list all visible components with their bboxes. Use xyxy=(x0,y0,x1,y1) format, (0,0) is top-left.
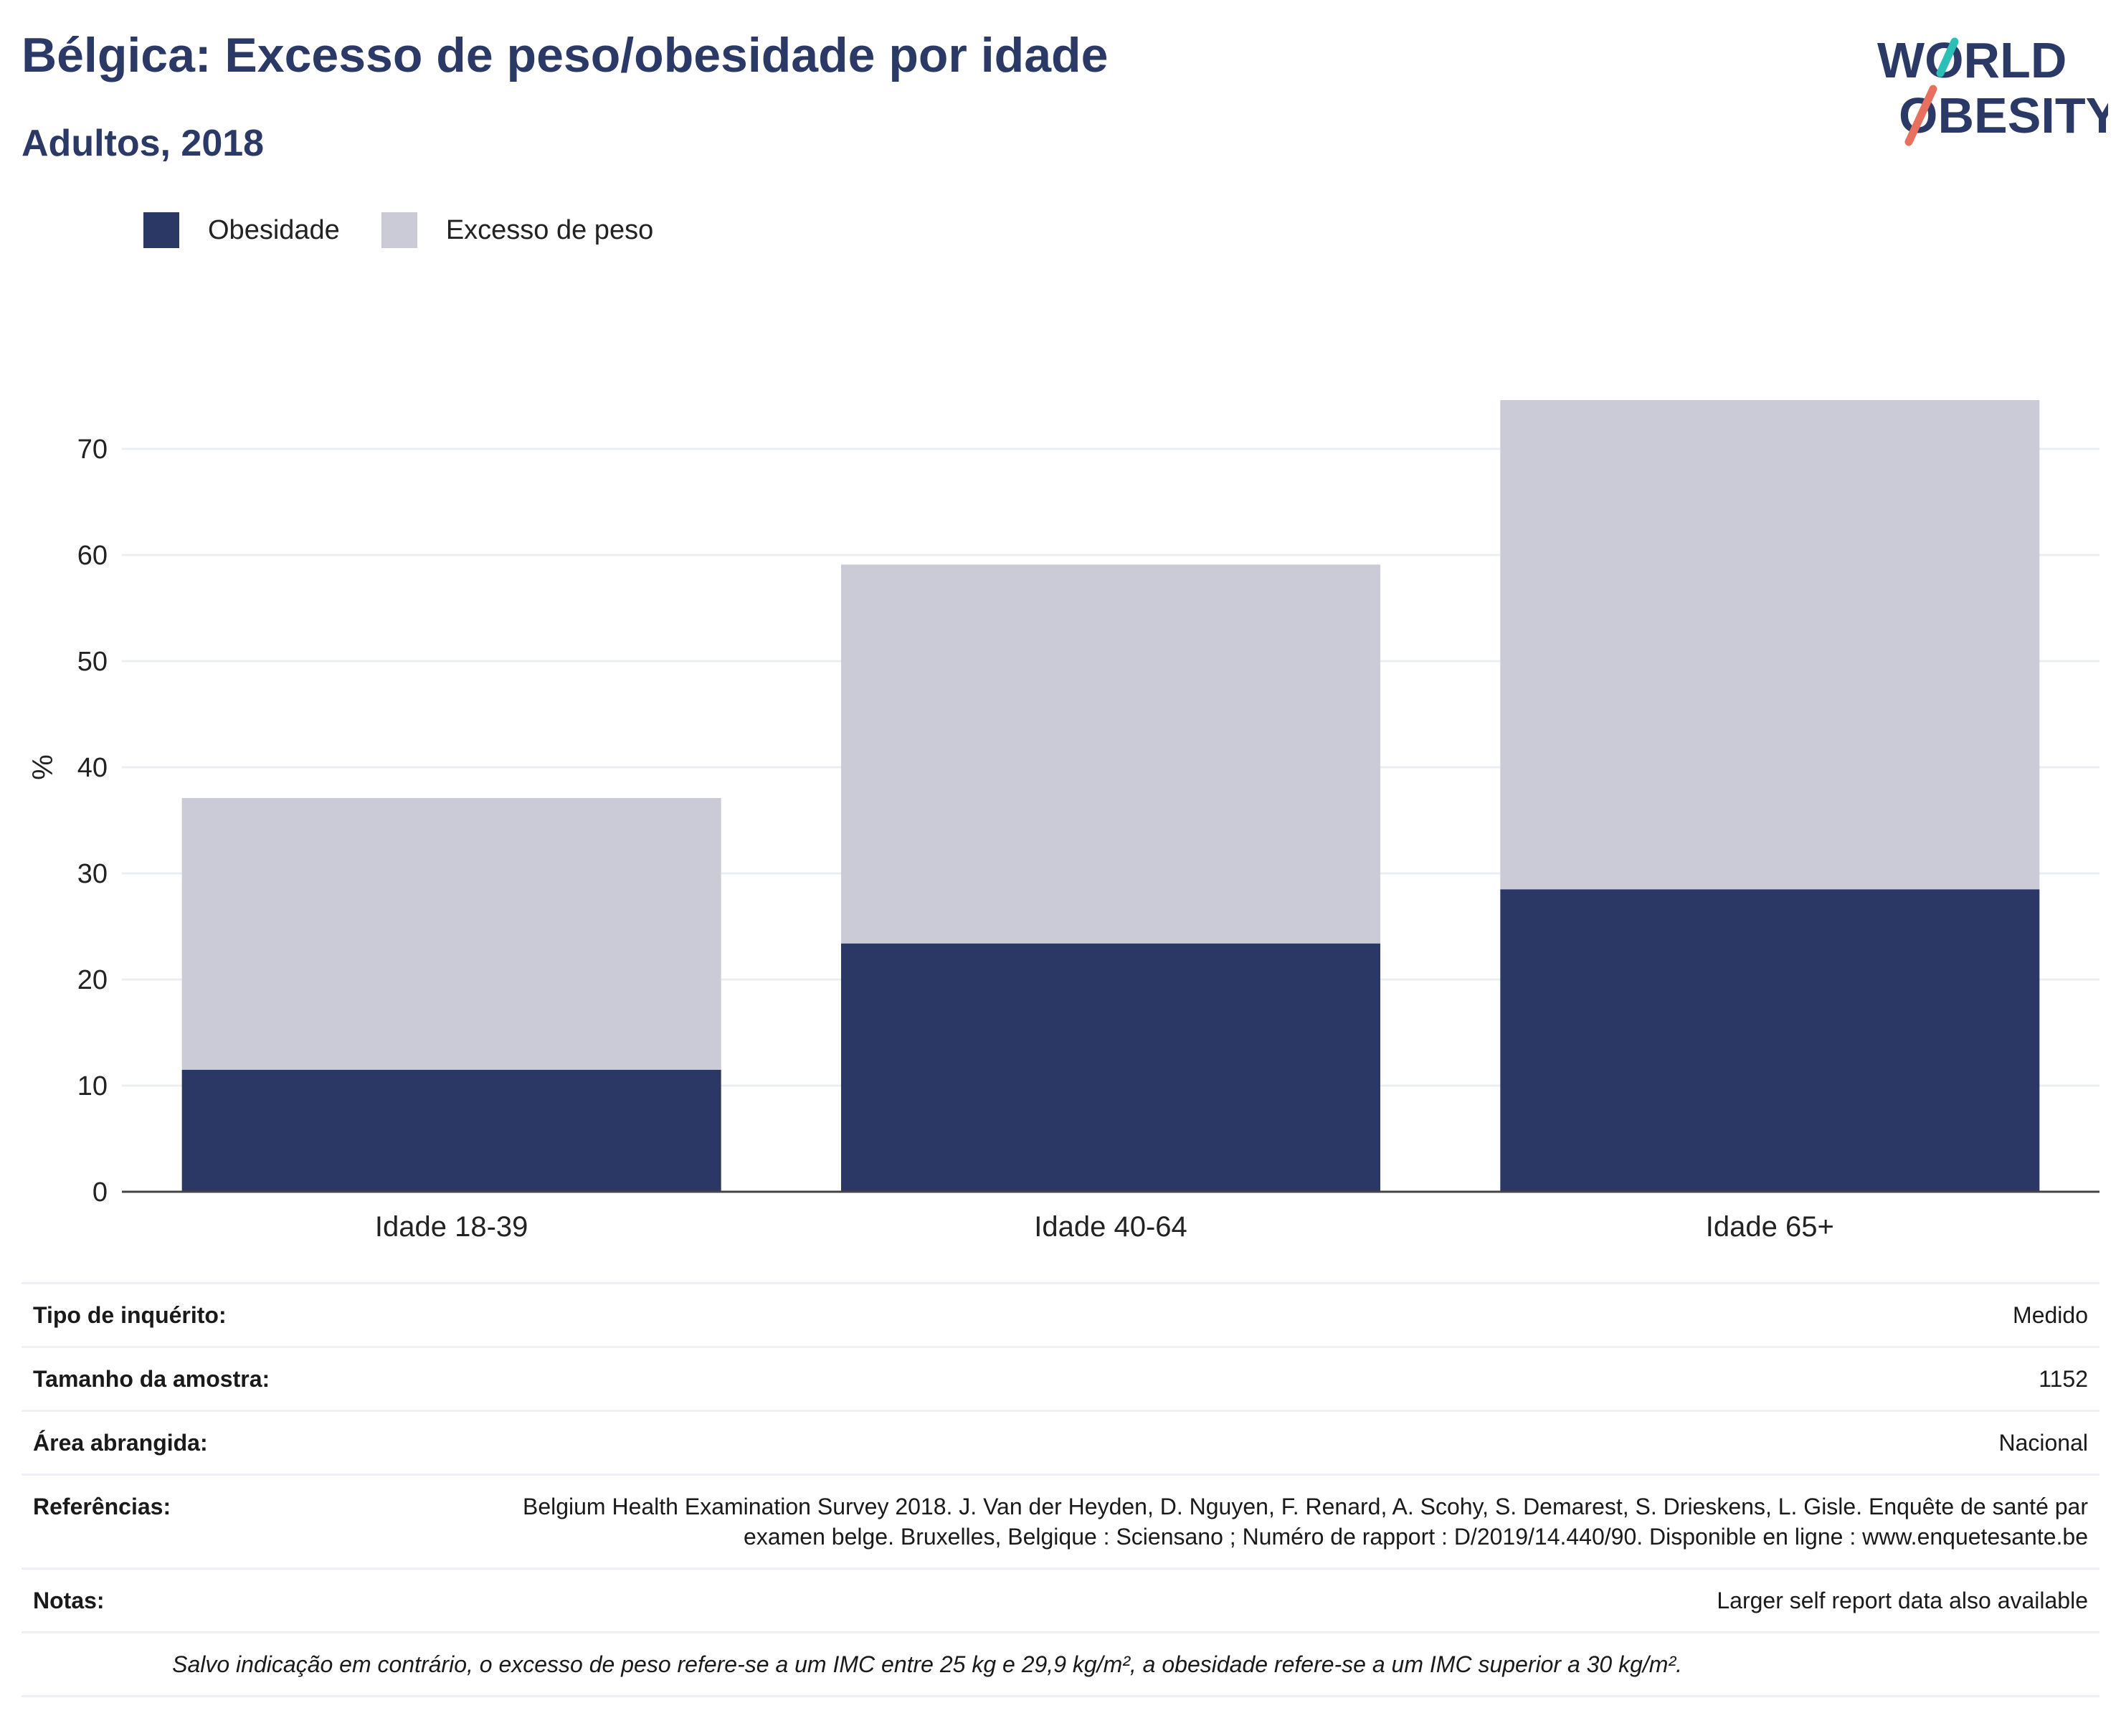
x-tick-label: Idade 65+ xyxy=(1706,1211,1834,1243)
y-tick-label: 70 xyxy=(77,435,108,465)
bar-excesso-de-peso-1 xyxy=(181,797,721,1070)
world-obesity-logo: WORLD OBESITY xyxy=(1877,32,2108,146)
chart-legend: Obesidade Excesso de peso xyxy=(143,212,695,248)
x-tick-label: Idade 18-39 xyxy=(375,1211,528,1243)
info-value: Medido xyxy=(2013,1302,2088,1328)
bar-obesidade-3 xyxy=(1500,889,2040,1192)
info-value: Larger self report data also available xyxy=(1717,1588,2088,1613)
legend-label-excesso-de-peso: Excesso de peso xyxy=(445,214,654,245)
y-axis-label: % xyxy=(27,754,59,780)
y-tick-label: 30 xyxy=(77,859,108,889)
legend-label-obesidade: Obesidade xyxy=(208,214,340,245)
footnote-text: Salvo indicação em contrário, o excesso … xyxy=(172,1651,1682,1677)
legend-swatch-excesso-de-peso xyxy=(381,212,417,248)
legend-item-obesidade[interactable]: Obesidade xyxy=(143,212,340,248)
info-row: Notas: Larger self report data also avail… xyxy=(22,1567,2099,1631)
y-tick-label: 40 xyxy=(77,753,108,783)
info-row: Tipo de inquérito: Medido xyxy=(22,1282,2099,1346)
y-tick-label: 60 xyxy=(77,541,108,571)
legend-swatch-obesidade xyxy=(143,212,179,248)
info-value: 1152 xyxy=(2039,1366,2088,1392)
bar-obesidade-1 xyxy=(181,1069,721,1192)
logo-slash-teal xyxy=(1936,37,1959,77)
logo-line1: WORLD xyxy=(1877,32,2067,88)
info-value: Belgium Health Examination Survey 2018. … xyxy=(522,1494,2088,1550)
info-key: Notas: xyxy=(33,1588,105,1613)
logo-slash-coral xyxy=(1904,85,1937,146)
info-table: Tipo de inquérito: Medido Tamanho da amost… xyxy=(22,1282,2099,1697)
bar-obesidade-2 xyxy=(841,943,1380,1192)
info-row: Referências: Belgium Health Examination S… xyxy=(22,1474,2099,1567)
y-tick-label: 0 xyxy=(92,1177,108,1208)
info-value: Nacional xyxy=(1998,1430,2088,1456)
info-row: Tamanho da amostra: 1152 xyxy=(22,1346,2099,1410)
footnote-row: Salvo indicação em contrário, o excesso … xyxy=(22,1631,2099,1697)
y-tick-label: 10 xyxy=(77,1071,108,1101)
bar-excesso-de-peso-2 xyxy=(841,564,1380,944)
info-key: Tamanho da amostra: xyxy=(33,1366,270,1392)
info-key: Tipo de inquérito: xyxy=(33,1302,227,1328)
info-key: Área abrangida: xyxy=(33,1430,208,1456)
y-tick-label: 20 xyxy=(77,965,108,995)
y-tick-label: 50 xyxy=(77,647,108,677)
info-key: Referências: xyxy=(33,1494,171,1519)
info-row: Área abrangida: Nacional xyxy=(22,1410,2099,1474)
x-tick-label: Idade 40-64 xyxy=(1034,1211,1187,1243)
bar-excesso-de-peso-3 xyxy=(1500,399,2040,890)
bar-chart: 0 10 20 30 40 50 60 70% Idade 18-39 Idade 40-64 Id… xyxy=(27,399,2099,1243)
legend-item-excesso-de-peso[interactable]: Excesso de peso xyxy=(381,212,653,248)
chart-subtitle: Adultos, 2018 xyxy=(22,123,265,164)
chart-title: Bélgica: Excesso de peso/obesidade por i… xyxy=(22,28,1109,82)
